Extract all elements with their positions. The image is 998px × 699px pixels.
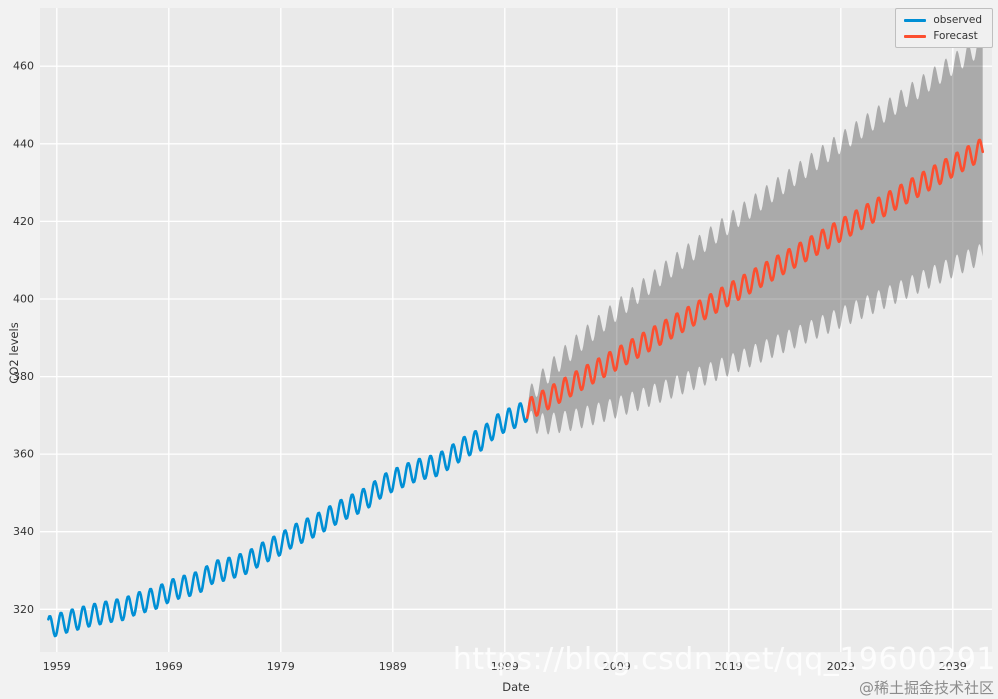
y-tick-label: 460 [13,60,34,73]
x-tick-label: 2039 [939,660,967,673]
legend-label: Forecast [933,30,978,42]
y-tick-label: 360 [13,448,34,461]
legend-item-observed: observed [904,14,982,26]
legend-label: observed [933,14,982,26]
legend-swatch-observed [904,18,927,22]
x-tick-label: 2019 [715,660,743,673]
x-tick-label: 1969 [155,660,183,673]
confidence-band [527,35,983,435]
y-tick-label: 380 [13,370,34,383]
x-tick-label: 1979 [267,660,295,673]
x-axis-label: Date [502,680,530,694]
x-tick-label: 2009 [603,660,631,673]
x-tick-label: 1989 [379,660,407,673]
x-tick-label: 2029 [827,660,855,673]
y-tick-label: 440 [13,137,34,150]
x-tick-label: 1999 [491,660,519,673]
forecast-line [525,138,985,420]
legend-swatch-forecast [904,34,927,38]
gridlines [40,8,992,652]
observed-line [47,402,529,638]
legend-item-forecast: Forecast [904,30,982,42]
tick-labels: 1959 1969 1979 1989 1999 2009 2019 2029 2039 320 3… [13,60,967,673]
plot-area [40,8,992,652]
y-axis-label: CO2 levels [7,322,21,384]
legend: observed Forecast [895,8,993,48]
y-tick-label: 400 [13,293,34,306]
x-tick-label: 1959 [43,660,71,673]
y-tick-label: 340 [13,525,34,538]
watermark-community: @稀土掘金技术社区 [858,679,994,697]
y-tick-label: 320 [13,603,34,616]
watermark-url: https://blog.csdn.net/qq_19600291 [452,642,996,677]
y-tick-label: 420 [13,215,34,228]
